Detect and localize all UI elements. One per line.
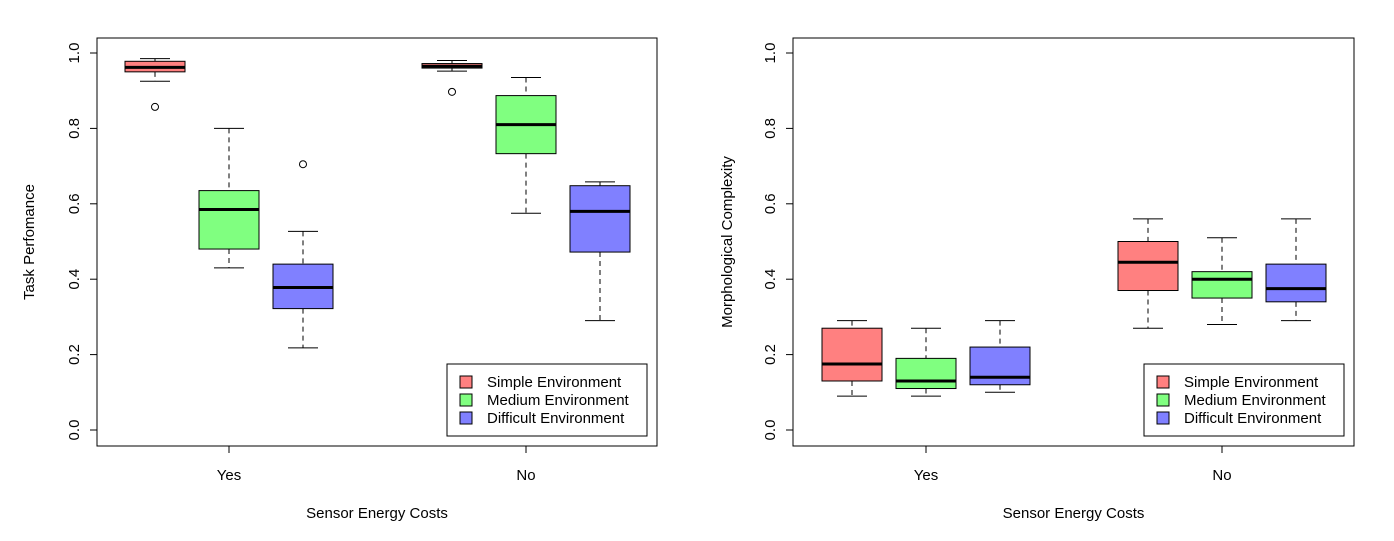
outlier-point (151, 102, 159, 111)
outlier-point (448, 87, 456, 96)
legend-swatch (1156, 411, 1170, 425)
y-tick-label: 0.4 (66, 269, 83, 290)
box-difficult-environment-yes (272, 160, 334, 349)
y-tick-label: 0.2 (762, 344, 779, 365)
y-tick-label: 0.6 (66, 193, 83, 214)
legend-swatch (459, 375, 473, 389)
y-tick-label: 0.2 (66, 344, 83, 365)
iqr-box (1191, 271, 1253, 299)
box-simple-environment-no (421, 60, 483, 96)
box-medium-environment-no (495, 77, 557, 214)
box-simple-environment-yes (821, 320, 883, 397)
y-tick-label: 0.6 (762, 193, 779, 214)
y-axis-title: Task Perfomance (21, 184, 38, 300)
legend-swatch (1156, 393, 1170, 407)
legend-swatch (459, 393, 473, 407)
legend-label: Difficult Environment (487, 410, 625, 427)
iqr-box (1265, 263, 1327, 303)
legend-label: Simple Environment (487, 374, 622, 391)
y-tick-label: 1.0 (66, 43, 83, 64)
y-tick-label: 0.4 (762, 269, 779, 290)
box-simple-environment-no (1117, 218, 1179, 329)
y-tick-label: 0.8 (66, 118, 83, 139)
iqr-box (198, 190, 260, 250)
box-simple-environment-yes (124, 58, 186, 111)
iqr-box (895, 357, 957, 390)
x-tick-label: Yes (217, 467, 241, 484)
box-medium-environment-no (1191, 237, 1253, 325)
legend-label: Simple Environment (1184, 374, 1319, 391)
iqr-box (1117, 241, 1179, 292)
legend-swatch (459, 411, 473, 425)
task-performance-panel: 0.0 0.2 0.4 0.6 0.8 1.0 Yes No Sensor Energy Cos… (21, 37, 658, 522)
outlier-point (299, 160, 307, 169)
x-tick-label: Yes (914, 467, 938, 484)
y-tick-label: 1.0 (762, 43, 779, 64)
box-medium-environment-yes (895, 327, 957, 397)
x-tick-label: No (516, 467, 535, 484)
morphological-complexity-panel: 0.0 0.2 0.4 0.6 0.8 1.0 Yes No Sensor Energy Cos… (719, 37, 1355, 522)
iqr-box (821, 327, 883, 382)
legend-swatch (1156, 375, 1170, 389)
x-axis-title: Sensor Energy Costs (1003, 505, 1145, 522)
iqr-box (969, 346, 1031, 386)
box-difficult-environment-no (1265, 218, 1327, 322)
x-axis-title: Sensor Energy Costs (306, 505, 448, 522)
box-medium-environment-yes (198, 127, 260, 269)
legend-label: Medium Environment (487, 392, 630, 409)
iqr-box (569, 185, 631, 253)
y-axis-title: Morphological Complexity (719, 156, 736, 328)
legend-frame (446, 363, 648, 437)
box-difficult-environment-no (569, 181, 631, 322)
x-tick-label: No (1212, 467, 1231, 484)
box-difficult-environment-yes (969, 320, 1031, 393)
y-tick-label: 0.8 (762, 118, 779, 139)
legend-label: Difficult Environment (1184, 410, 1322, 427)
y-tick-label: 0.0 (66, 420, 83, 441)
legend-frame (1143, 363, 1345, 437)
y-tick-label: 0.0 (762, 420, 779, 441)
legend-label: Medium Environment (1184, 392, 1327, 409)
